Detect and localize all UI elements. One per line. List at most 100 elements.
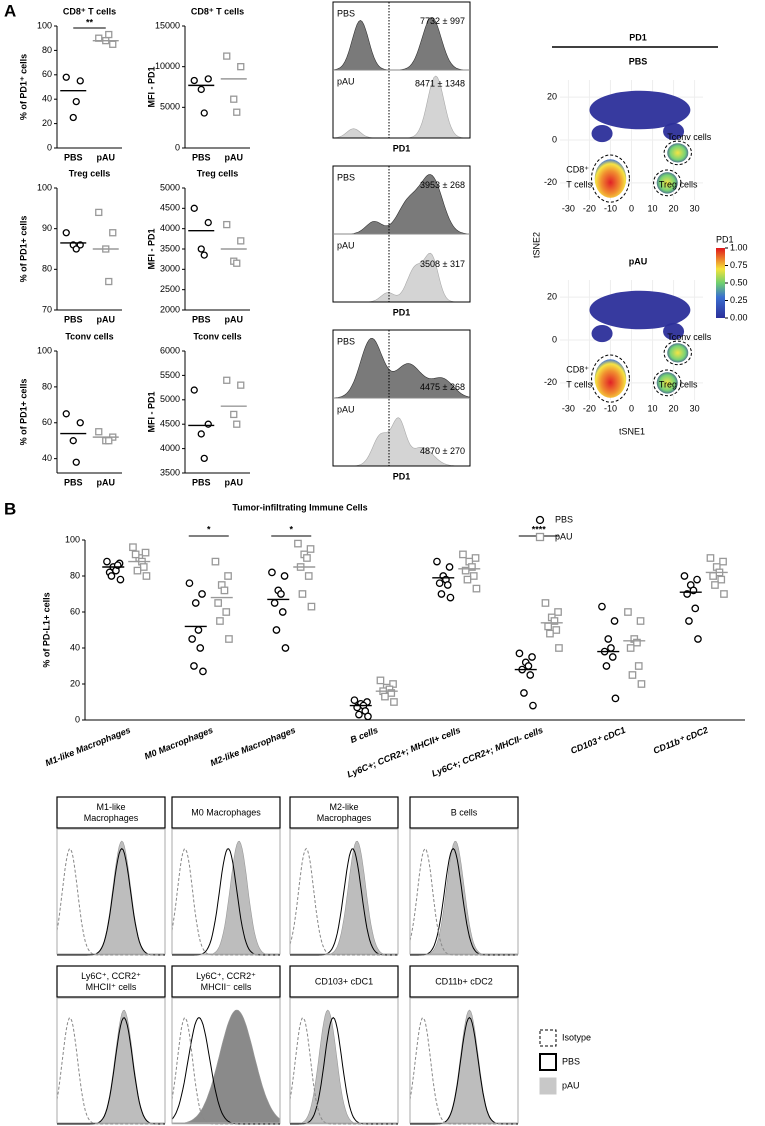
colorbar-tick-label: 1.00 xyxy=(730,242,748,252)
histogram-pau xyxy=(410,1009,518,1125)
x-tick-label: PBS xyxy=(64,314,83,324)
point xyxy=(685,617,693,625)
panel-title: M2-like xyxy=(329,802,358,812)
point xyxy=(550,617,559,625)
point xyxy=(607,644,615,652)
x-tick-label: pAU xyxy=(97,314,116,324)
cluster-outline xyxy=(663,340,692,366)
point xyxy=(280,572,289,580)
point xyxy=(554,608,562,616)
point xyxy=(298,590,307,598)
y-tick-label: 20 xyxy=(70,678,80,688)
point xyxy=(214,599,222,607)
point xyxy=(142,572,151,580)
panel-title: M1-like xyxy=(96,802,125,812)
cell-cluster xyxy=(594,159,627,198)
point xyxy=(303,554,311,562)
x-tick-label: 10 xyxy=(648,203,658,213)
y-tick-label: 60 xyxy=(42,69,52,79)
point xyxy=(131,550,140,559)
point xyxy=(190,386,198,394)
sample-label: PBS xyxy=(337,8,355,18)
y-tick-label: 80 xyxy=(42,381,52,391)
point xyxy=(529,701,537,710)
x-tick-label: M2-like Macrophages xyxy=(209,725,297,768)
cluster-label: T cells xyxy=(566,379,592,389)
point xyxy=(190,662,198,670)
point xyxy=(281,644,290,652)
point xyxy=(461,566,470,575)
point xyxy=(197,85,205,94)
y-tick-label: 3000 xyxy=(160,264,180,274)
histogram-frame xyxy=(289,828,399,955)
point xyxy=(270,599,279,607)
histogram-isotype xyxy=(171,848,280,956)
x-tick-label: 20 xyxy=(669,203,679,213)
cell-cluster xyxy=(667,343,689,363)
x-tick-label: CD11b⁺ cDC2 xyxy=(652,725,710,756)
x-tick-label: 0 xyxy=(629,203,634,213)
y-tick-label: 2000 xyxy=(160,304,180,314)
y-tick-label: 0 xyxy=(75,714,80,724)
point xyxy=(191,599,200,607)
point xyxy=(524,662,533,670)
panel-title-box xyxy=(171,965,281,998)
y-tick-label: 10000 xyxy=(155,61,180,71)
stat-label: 4870 ± 270 xyxy=(420,446,465,456)
point xyxy=(95,428,103,436)
point xyxy=(355,710,363,719)
x-tick-label: -10 xyxy=(604,403,617,413)
point xyxy=(103,557,111,566)
y-tick-label: 100 xyxy=(37,182,52,192)
y-tick-label: 80 xyxy=(42,45,52,55)
cell-cluster xyxy=(663,122,685,140)
histogram-pbs xyxy=(57,1017,165,1125)
point xyxy=(526,671,535,679)
legend-label: Isotype xyxy=(562,1032,591,1042)
stat-label: 8471 ± 1348 xyxy=(415,79,465,89)
point xyxy=(459,550,467,559)
point xyxy=(469,572,478,580)
y-tick-label: 20 xyxy=(42,118,52,128)
point xyxy=(691,604,700,613)
x-tick-label: 10 xyxy=(648,403,658,413)
y-axis-label: tSNE2 xyxy=(531,232,541,258)
panel-title-box xyxy=(409,796,519,829)
point xyxy=(268,568,276,577)
colorbar-tick-label: 0.50 xyxy=(730,277,748,287)
point xyxy=(76,77,84,85)
point xyxy=(230,410,238,419)
chart-title: CD8⁺ T cells xyxy=(63,6,116,16)
histogram-frame xyxy=(409,828,519,955)
point xyxy=(443,581,452,589)
y-axis-label: % of PD1+ cells xyxy=(18,379,28,446)
y-tick-label: 40 xyxy=(42,453,52,463)
point xyxy=(471,554,480,562)
legend-swatch xyxy=(539,1029,557,1047)
stat-label: 4475 ± 268 xyxy=(420,382,465,392)
x-tick-label: pAU xyxy=(97,477,116,487)
x-axis-label: tSNE1 xyxy=(619,426,645,436)
y-tick-label: 0 xyxy=(175,142,180,152)
y-tick-label: 3500 xyxy=(160,243,180,253)
point xyxy=(62,73,70,81)
histogram-isotype xyxy=(289,1017,398,1125)
panel-title: Macrophages xyxy=(84,813,139,823)
point xyxy=(223,376,231,384)
x-tick-label: PBS xyxy=(192,152,211,162)
stat-label: 3508 ± 317 xyxy=(420,259,465,269)
y-axis-label: MFI - PD1 xyxy=(146,391,156,432)
point xyxy=(637,680,646,688)
point xyxy=(204,420,212,428)
point xyxy=(216,617,224,625)
histogram-isotype xyxy=(171,1017,280,1125)
point xyxy=(224,572,232,580)
histogram-pau xyxy=(57,1009,165,1125)
point xyxy=(197,245,205,253)
y-axis-label: MFI - PD1 xyxy=(146,228,156,269)
x-tick-label: -10 xyxy=(604,203,617,213)
legend-label: pAU xyxy=(562,1080,580,1090)
y-tick-label: 2500 xyxy=(160,284,180,294)
point xyxy=(628,671,637,679)
x-tick-label: PBS xyxy=(192,477,211,487)
